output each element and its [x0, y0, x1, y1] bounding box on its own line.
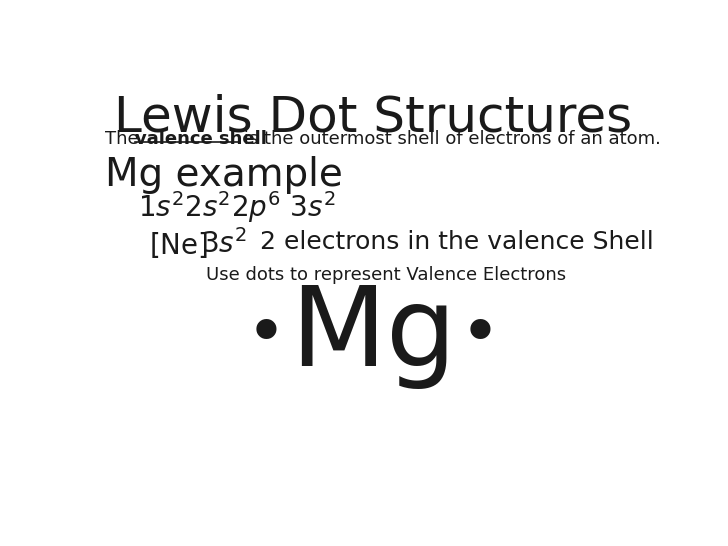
Text: $1s^{2}2s^{2}2p^{6}\ 3s^{2}$: $1s^{2}2s^{2}2p^{6}\ 3s^{2}$ — [138, 189, 335, 225]
Text: $3s^{2}$: $3s^{2}$ — [201, 229, 247, 259]
Text: Mg example: Mg example — [105, 156, 343, 194]
Text: Use dots to represent Valence Electrons: Use dots to represent Valence Electrons — [206, 266, 566, 284]
Text: •: • — [459, 302, 500, 369]
Text: •: • — [246, 302, 287, 369]
Text: The: The — [105, 130, 144, 148]
Text: Mg: Mg — [290, 282, 456, 389]
Text: 2 electrons in the valence Shell: 2 electrons in the valence Shell — [260, 229, 654, 253]
Text: is the outermost shell of electrons of an atom.: is the outermost shell of electrons of a… — [237, 130, 660, 148]
Text: valence shell: valence shell — [135, 130, 267, 148]
Text: Lewis Dot Structures: Lewis Dot Structures — [114, 93, 632, 141]
Text: $[\mathrm{Ne}]$: $[\mathrm{Ne}]$ — [149, 229, 208, 259]
